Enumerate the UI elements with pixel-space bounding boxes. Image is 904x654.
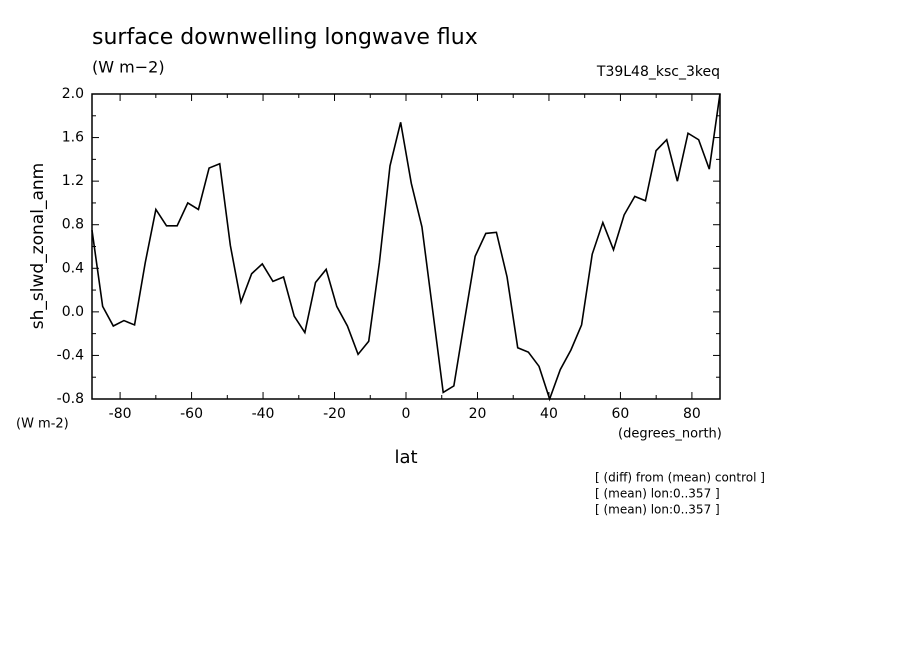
- y-tick-label: -0.4: [57, 347, 84, 363]
- x-tick-label: -40: [252, 406, 275, 422]
- y-units: (W m-2): [16, 417, 69, 432]
- x-tick-label: 20: [469, 406, 487, 422]
- y-axis-label: sh_slwd_zonal_anm: [28, 163, 48, 329]
- x-tick-label: 40: [540, 406, 558, 422]
- x-tick-label: -20: [323, 406, 346, 422]
- note: [ (mean) lon:0..357 ]: [595, 503, 720, 517]
- x-tick-label: -60: [180, 406, 203, 422]
- x-tick-label: -80: [109, 406, 132, 422]
- x-units: (degrees_north): [618, 427, 722, 442]
- note: [ (diff) from (mean) control ]: [595, 471, 765, 485]
- plot-frame: [91, 93, 721, 400]
- data-line: [91, 93, 721, 402]
- y-tick-label: 0.8: [62, 217, 84, 233]
- note: [ (mean) lon:0..357 ]: [595, 487, 720, 501]
- subtitle: T39L48_ksc_3keq: [596, 64, 720, 80]
- y-tick-label: 0.0: [62, 304, 84, 320]
- y-tick-label: 2.0: [62, 86, 84, 102]
- x-axis-label: lat: [394, 447, 417, 468]
- y-tick-label: 1.6: [62, 130, 84, 146]
- units: (W m−2): [92, 58, 165, 77]
- y-tick-label: -0.8: [57, 391, 84, 407]
- chart-title: surface downwelling longwave flux: [92, 25, 478, 50]
- y-tick-label: 1.2: [62, 173, 84, 189]
- x-tick-label: 60: [612, 406, 630, 422]
- y-tick-label: 0.4: [62, 260, 84, 276]
- x-tick-label: 0: [402, 406, 411, 422]
- x-tick-label: 80: [683, 406, 701, 422]
